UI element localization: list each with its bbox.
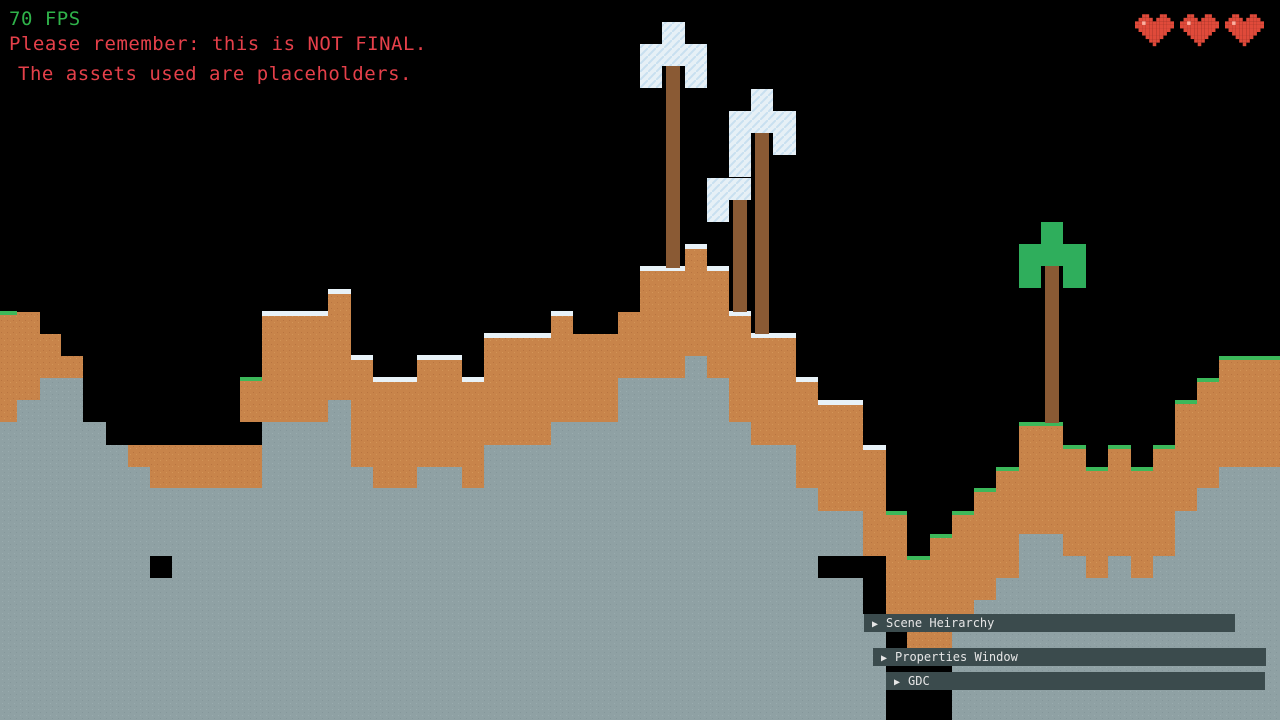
health-hearts xyxy=(1135,14,1264,50)
heart-icon xyxy=(1225,14,1264,47)
snow-tree xyxy=(729,89,796,334)
placeholder-notice-line1: Please remember: this is NOT FINAL. xyxy=(9,33,427,55)
grass-caps xyxy=(0,311,1280,560)
scene-hierarchy-label: Scene Heirarchy xyxy=(886,616,995,630)
properties-window-label: Properties Window xyxy=(895,650,1018,664)
green-tree xyxy=(1019,222,1086,423)
snow-caps xyxy=(262,244,886,450)
gdc-label: GDC xyxy=(908,674,930,688)
triangle-right-icon: ▶ xyxy=(881,653,888,664)
snow-tree xyxy=(707,155,751,312)
gdc-header[interactable]: ▶ GDC xyxy=(886,672,1265,690)
placeholder-notice-line2: The assets used are placeholders. xyxy=(18,63,412,85)
properties-window-header[interactable]: ▶ Properties Window xyxy=(873,648,1266,666)
snow-tree xyxy=(640,22,707,268)
cave-hole xyxy=(818,556,885,578)
scene-hierarchy-header[interactable]: ▶ Scene Heirarchy xyxy=(864,614,1235,632)
heart-icon xyxy=(1135,14,1174,47)
cave-hole xyxy=(150,556,172,578)
triangle-right-icon: ▶ xyxy=(872,619,879,630)
heart-icon xyxy=(1180,14,1219,47)
fps-counter: 70 FPS xyxy=(9,8,81,30)
dirt-layer xyxy=(0,312,83,422)
triangle-right-icon: ▶ xyxy=(894,677,901,688)
stone-layer xyxy=(0,356,886,720)
